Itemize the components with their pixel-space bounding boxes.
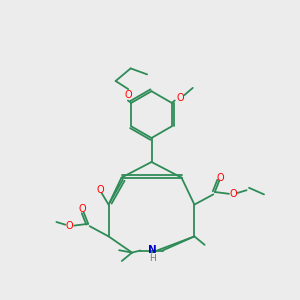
Text: H: H [149,254,155,263]
Text: O: O [96,185,104,195]
Text: O: O [176,92,184,103]
Text: O: O [124,89,132,100]
Text: N: N [148,245,157,255]
Text: O: O [66,221,74,231]
Text: O: O [217,172,225,183]
Text: O: O [78,204,86,214]
Text: O: O [230,189,237,200]
